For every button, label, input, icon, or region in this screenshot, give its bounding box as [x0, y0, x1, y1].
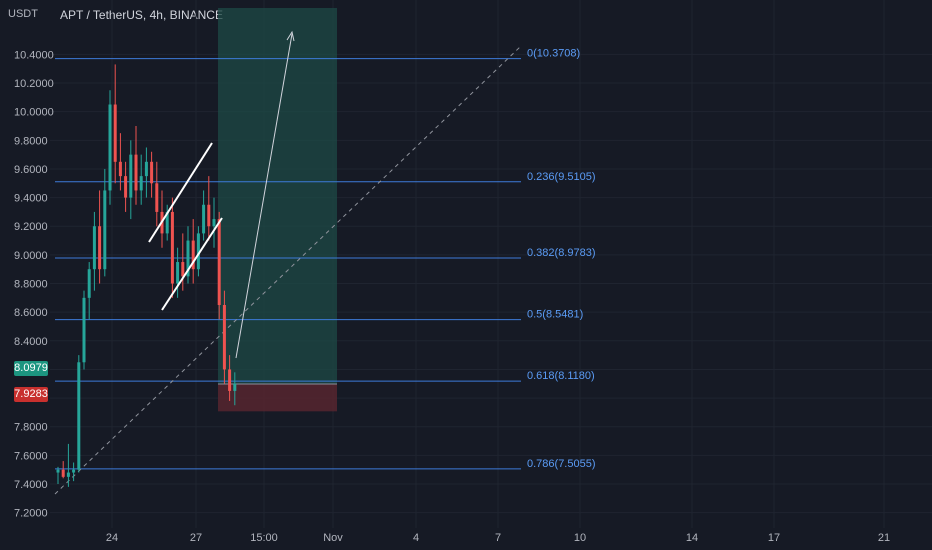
fib-level-label: 0.618(8.1180)	[527, 370, 595, 382]
x-tick-label: 15:00	[250, 532, 278, 544]
candle-body	[144, 161, 148, 177]
current-price-badge: 8.0979	[14, 361, 48, 376]
y-tick-label: 7.4000	[14, 479, 48, 491]
candle-body	[124, 176, 128, 198]
candle-body	[150, 161, 154, 184]
candle-body	[170, 211, 174, 284]
y-tick-label: 10.2000	[14, 78, 54, 90]
candle-body	[134, 154, 138, 191]
candle-body	[72, 469, 76, 473]
candle-body	[129, 154, 133, 198]
candle-body	[77, 362, 81, 470]
y-tick-label: 9.2000	[14, 221, 48, 233]
fib-level-label: 0.236(9.5105)	[527, 171, 596, 183]
candle-body	[66, 472, 70, 477]
candle-body	[212, 219, 216, 227]
y-tick-label: 10.4000	[14, 49, 54, 61]
candle-body	[196, 233, 200, 270]
fib-level-label: 0.5(8.5481)	[527, 309, 583, 321]
projection-arrowhead	[286, 30, 295, 42]
x-tick-label: Nov	[323, 532, 343, 544]
candle-body	[113, 104, 117, 162]
fib-level-label: 0.382(8.9783)	[527, 247, 596, 259]
candle-body	[233, 383, 237, 391]
x-tick-label: 4	[413, 532, 419, 544]
y-tick-label: 8.4000	[14, 336, 48, 348]
y-tick-label: 10.0000	[14, 107, 54, 119]
y-tick-label: 7.6000	[14, 450, 48, 462]
candle-body	[155, 183, 159, 212]
candle-body	[118, 161, 122, 177]
y-tick-label: 9.0000	[14, 250, 48, 262]
candle-body	[222, 305, 226, 370]
x-tick-label: 14	[686, 532, 698, 544]
candle-body	[82, 297, 86, 363]
fib-level-label: 0.786(7.5055)	[527, 458, 596, 470]
stop-price-badge: 7.9283	[14, 387, 48, 402]
trend-line	[54, 45, 522, 495]
candle-body	[186, 240, 190, 277]
candle-body	[207, 204, 211, 227]
x-tick-label: 21	[878, 532, 890, 544]
candle-body	[181, 262, 185, 277]
candle-body	[108, 104, 112, 191]
projection-arrow	[235, 33, 293, 359]
target-zone	[218, 8, 337, 385]
channel-line-upper	[148, 142, 213, 243]
candle-body	[87, 269, 91, 298]
candle-body	[176, 262, 180, 284]
x-tick-label: 7	[495, 532, 501, 544]
stop-zone	[218, 384, 337, 412]
y-tick-label: 8.6000	[14, 307, 48, 319]
unit-label: USDT	[8, 8, 38, 20]
x-tick-label: 24	[106, 532, 118, 544]
x-tick-label: 10	[574, 532, 586, 544]
candle-body	[56, 469, 60, 473]
y-tick-label: 7.2000	[14, 508, 48, 520]
y-tick-label: 9.8000	[14, 135, 48, 147]
candle-body	[103, 190, 107, 270]
y-tick-label: 9.4000	[14, 193, 48, 205]
x-tick-label: 27	[190, 532, 202, 544]
channel-line-lower	[161, 217, 223, 311]
y-tick-label: 9.6000	[14, 164, 48, 176]
candle-body	[228, 369, 232, 391]
candle-body	[217, 219, 221, 305]
symbol-title[interactable]: APT / TetherUS, 4h, BINANCE	[60, 8, 223, 22]
fib-level-label: 0(10.3708)	[527, 48, 580, 60]
candle-body	[139, 176, 143, 191]
y-tick-label: 7.8000	[14, 422, 48, 434]
candle-body	[191, 240, 195, 270]
candle-body	[165, 211, 169, 234]
candle-body	[61, 469, 65, 477]
candle-body	[98, 226, 102, 270]
candle-body	[202, 204, 206, 234]
y-tick-label: 8.8000	[14, 279, 48, 291]
candle-body	[92, 226, 96, 270]
x-tick-label: 17	[768, 532, 780, 544]
